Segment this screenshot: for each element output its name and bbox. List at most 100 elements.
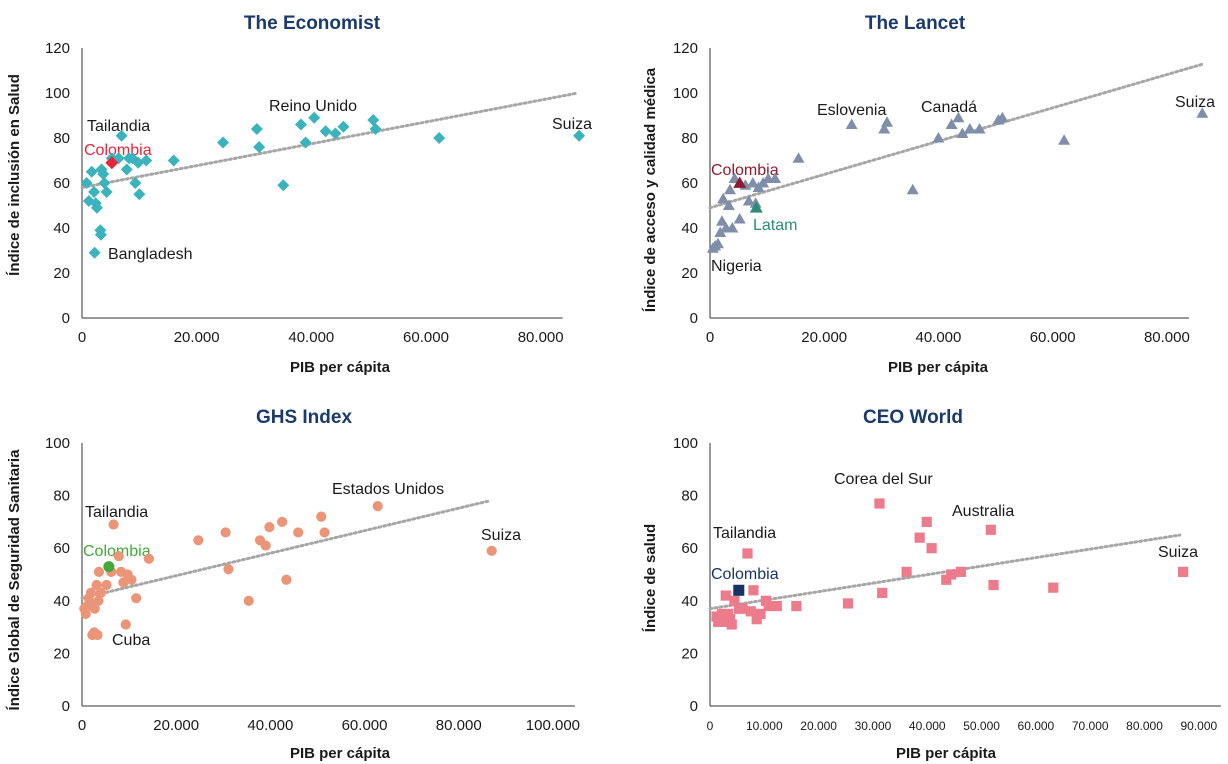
data-point bbox=[1048, 582, 1059, 593]
data-point bbox=[220, 527, 231, 538]
y-tick-label: 20 bbox=[53, 265, 70, 282]
data-point bbox=[85, 165, 98, 178]
y-tick-label: 20 bbox=[681, 265, 698, 282]
annotation-suiza: Suiza bbox=[1175, 94, 1215, 111]
x-tick-label: 40.000 bbox=[288, 329, 334, 346]
highlight-point-colombia bbox=[103, 561, 115, 573]
trendline bbox=[708, 533, 1182, 611]
data-point bbox=[120, 163, 133, 176]
data-point bbox=[143, 553, 154, 564]
x-tick-label: 50.000 bbox=[963, 719, 1000, 733]
data-point bbox=[217, 136, 230, 149]
trendline bbox=[708, 62, 1206, 210]
data-point bbox=[714, 226, 727, 237]
panel-the-economist: The Economist PIB per cápita Índice de i… bbox=[6, 13, 592, 376]
y-tick-label: 20 bbox=[681, 645, 698, 662]
data-point bbox=[91, 579, 102, 591]
data-point bbox=[299, 136, 312, 149]
data-point bbox=[253, 141, 266, 153]
data-point bbox=[129, 177, 142, 189]
data-point bbox=[956, 127, 969, 138]
data-point bbox=[751, 614, 762, 625]
y-tick-label: 0 bbox=[62, 698, 70, 715]
data-point bbox=[906, 183, 919, 195]
x-tick-label: 70.000 bbox=[1072, 719, 1109, 733]
data-point bbox=[250, 123, 263, 135]
data-point bbox=[316, 511, 327, 522]
data-point bbox=[372, 501, 383, 512]
annotation-colombia: Colombia bbox=[711, 566, 779, 583]
x-tick-label: 0 bbox=[78, 717, 86, 734]
data-point bbox=[996, 111, 1009, 123]
y-tick-label: 20 bbox=[53, 645, 70, 662]
data-point bbox=[845, 118, 858, 129]
data-point bbox=[724, 614, 736, 625]
data-point bbox=[293, 527, 304, 538]
y-tick-label: 0 bbox=[690, 310, 698, 327]
x-tick-label: 80.000 bbox=[518, 329, 564, 346]
data-point bbox=[319, 125, 332, 138]
data-point bbox=[101, 579, 112, 591]
y-tick-label: 60 bbox=[681, 175, 698, 192]
data-point bbox=[369, 123, 382, 135]
data-point bbox=[791, 600, 802, 612]
trendline bbox=[80, 499, 491, 600]
data-point bbox=[1196, 107, 1209, 118]
data-point bbox=[737, 603, 748, 614]
data-point bbox=[926, 543, 937, 554]
data-point bbox=[733, 213, 746, 224]
data-point bbox=[118, 577, 129, 588]
data-point bbox=[1058, 134, 1071, 145]
annotation-latam: Latam bbox=[753, 217, 797, 234]
data-point bbox=[760, 595, 772, 606]
highlight-point-colombia bbox=[105, 156, 119, 170]
x-tick-label: 20.000 bbox=[801, 329, 847, 346]
data-point bbox=[573, 129, 586, 142]
data-point bbox=[963, 123, 976, 134]
y-axis-title: Índice de salud bbox=[642, 524, 659, 632]
data-point bbox=[140, 154, 153, 167]
data-point bbox=[842, 598, 854, 609]
data-point bbox=[277, 179, 290, 192]
data-point bbox=[716, 608, 728, 620]
x-tick-label: 60.000 bbox=[1030, 329, 1076, 346]
data-point bbox=[85, 587, 97, 599]
trendline bbox=[80, 91, 580, 189]
y-tick-label: 0 bbox=[690, 698, 698, 715]
data-point bbox=[718, 616, 729, 627]
panel-ghs-index: GHS Index PIB per cápita Índice Global d… bbox=[6, 407, 580, 762]
data-point bbox=[715, 215, 728, 226]
data-point bbox=[985, 524, 996, 535]
x-tick-label: 40.000 bbox=[915, 329, 961, 346]
data-point bbox=[88, 186, 101, 198]
data-point bbox=[726, 619, 737, 630]
data-point bbox=[932, 132, 945, 143]
data-point bbox=[295, 118, 308, 131]
annotation-australia: Australia bbox=[952, 503, 1014, 520]
data-point bbox=[755, 608, 766, 620]
annotation-canada: Canadá bbox=[921, 99, 977, 116]
annotation-colombia: Colombia bbox=[711, 162, 779, 179]
x-tick-label: 80.000 bbox=[1126, 719, 1163, 733]
data-point bbox=[792, 152, 805, 163]
annotation-corea-del-sur: Corea del Sur bbox=[834, 471, 933, 488]
annotation-tailandia: Tailandia bbox=[85, 504, 148, 521]
y-tick-label: 60 bbox=[53, 540, 70, 557]
data-point bbox=[108, 519, 119, 530]
x-tick-label: 60.000 bbox=[342, 717, 388, 734]
y-tick-label: 40 bbox=[53, 593, 70, 610]
y-tick-label: 100 bbox=[673, 435, 698, 452]
data-point bbox=[260, 540, 271, 551]
annotation-eslovenia: Eslovenia bbox=[817, 102, 886, 119]
x-tick-label: 10.000 bbox=[746, 719, 783, 733]
data-point bbox=[729, 595, 740, 606]
data-point bbox=[717, 192, 730, 204]
highlight-point-colombia bbox=[733, 584, 745, 596]
data-point bbox=[223, 564, 234, 575]
data-point bbox=[874, 498, 885, 509]
panel-ceo-world: CEO World PIB per cápita Índice de salud… bbox=[642, 407, 1221, 762]
data-point bbox=[92, 629, 103, 641]
data-point bbox=[115, 129, 128, 142]
data-point bbox=[131, 593, 142, 604]
data-point bbox=[988, 579, 999, 591]
